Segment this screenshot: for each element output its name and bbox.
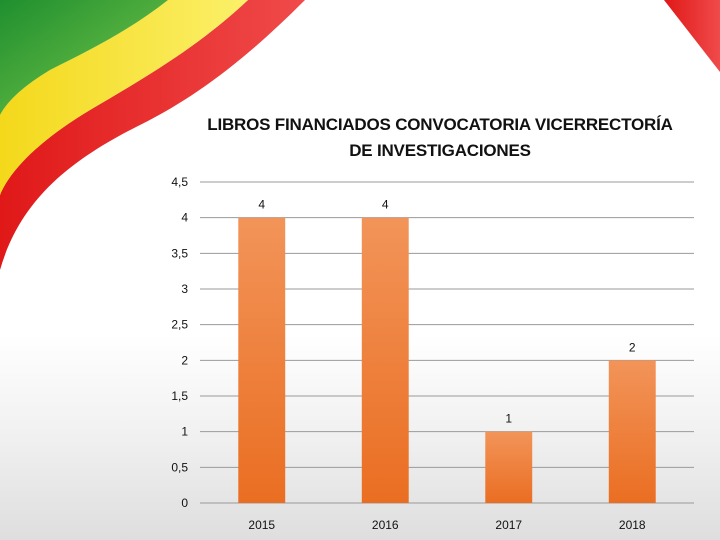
y-tick-label: 2,5 bbox=[171, 318, 188, 332]
data-label-2015: 4 bbox=[258, 198, 265, 212]
bars bbox=[238, 217, 656, 503]
data-label-2017: 1 bbox=[505, 412, 512, 426]
y-tick-label: 2 bbox=[181, 353, 188, 367]
flag-green-stripe bbox=[0, 0, 168, 115]
y-tick-label: 4 bbox=[181, 211, 188, 225]
data-label-2016: 4 bbox=[382, 198, 389, 212]
chart-title-line-1: LIBROS FINANCIADOS CONVOCATORIA VICERREC… bbox=[207, 115, 673, 134]
x-tick-label-2016: 2016 bbox=[372, 518, 399, 532]
bar-2015 bbox=[238, 217, 286, 503]
flag-red-stripe bbox=[0, 0, 305, 270]
bar-2017 bbox=[485, 431, 533, 503]
bar-2016 bbox=[361, 217, 409, 503]
corner-red-triangle bbox=[664, 0, 720, 72]
y-tick-label: 1,5 bbox=[171, 389, 188, 403]
flag-yellow-stripe bbox=[0, 0, 248, 195]
chart-title: LIBROS FINANCIADOS CONVOCATORIA VICERREC… bbox=[180, 112, 700, 164]
y-tick-label: 3,5 bbox=[171, 246, 188, 260]
y-tick-label: 0,5 bbox=[171, 460, 188, 474]
x-tick-label-2015: 2015 bbox=[248, 518, 275, 532]
y-tick-label: 3 bbox=[181, 282, 188, 296]
y-tick-label: 1 bbox=[181, 425, 188, 439]
chart-title-line-2: DE INVESTIGACIONES bbox=[349, 141, 531, 160]
data-label-2018: 2 bbox=[629, 340, 636, 354]
y-tick-label: 0 bbox=[181, 496, 188, 510]
x-tick-label-2018: 2018 bbox=[619, 518, 646, 532]
y-tick-label: 4,5 bbox=[171, 175, 188, 189]
bar-2018 bbox=[608, 360, 656, 503]
y-axis-tick-labels: 0 0,5 1 1,5 2 2,5 3 3,5 4 4,5 bbox=[171, 175, 188, 510]
data-labels: 4 4 1 2 bbox=[258, 198, 636, 426]
x-axis-tick-labels: 2015 2016 2017 2018 bbox=[248, 518, 646, 532]
x-tick-label-2017: 2017 bbox=[495, 518, 522, 532]
